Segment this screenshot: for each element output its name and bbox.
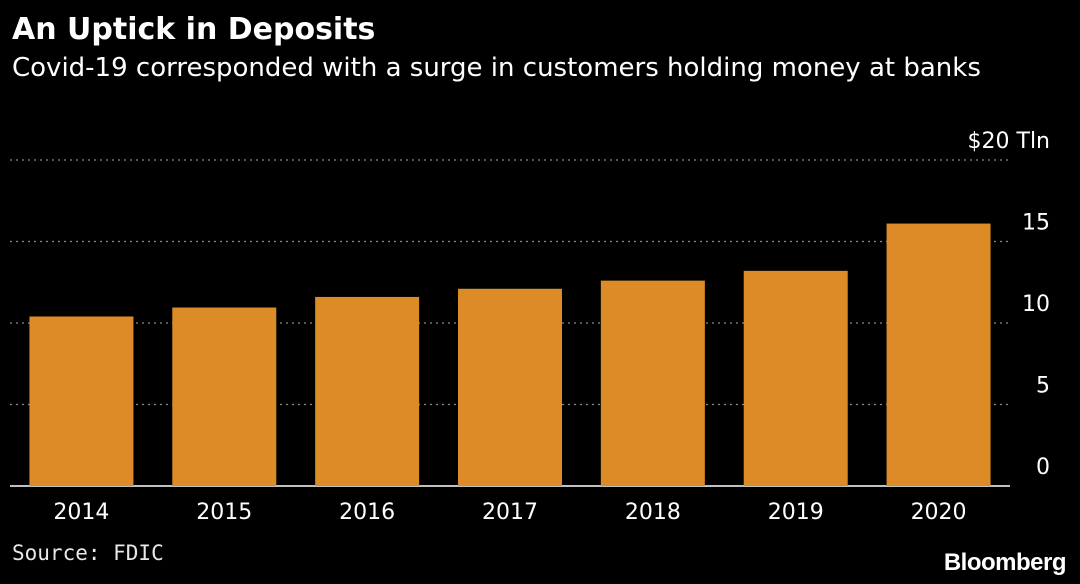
y-axis-ticks: 0 5 10 15 $20 Tln	[968, 129, 1050, 480]
y-tick-label-5: 5	[1036, 374, 1050, 399]
x-axis-ticks: 2014 2015 2016 2017 2018 2019 2020	[53, 500, 966, 525]
y-tick-label-10: 10	[1022, 292, 1050, 317]
bloomberg-logo: Bloomberg	[943, 549, 1067, 576]
y-tick-label-0: 0	[1036, 455, 1050, 480]
bar-2020	[886, 223, 991, 486]
x-tick-label-2017: 2017	[482, 500, 538, 525]
x-tick-label-2014: 2014	[53, 500, 109, 525]
bar-2017	[458, 288, 562, 486]
x-tick-label-2020: 2020	[911, 500, 967, 525]
x-tick-label-2018: 2018	[625, 500, 681, 525]
bar-2018	[600, 280, 705, 486]
x-tick-label-2015: 2015	[196, 500, 252, 525]
x-tick-label-2019: 2019	[768, 500, 824, 525]
x-tick-label-2016: 2016	[339, 500, 395, 525]
bar-2015	[172, 307, 277, 486]
y-tick-label-15: 15	[1022, 211, 1050, 236]
bar-2016	[315, 296, 420, 486]
chart-title: An Uptick in Deposits	[12, 12, 376, 47]
bar-2014	[29, 316, 134, 486]
source-note: Source: FDIC	[12, 541, 164, 565]
chart-subtitle: Covid-19 corresponded with a surge in cu…	[12, 53, 981, 83]
bar-2019	[743, 270, 848, 486]
bars	[29, 223, 991, 486]
y-tick-label-20: $20 Tln	[968, 129, 1050, 154]
